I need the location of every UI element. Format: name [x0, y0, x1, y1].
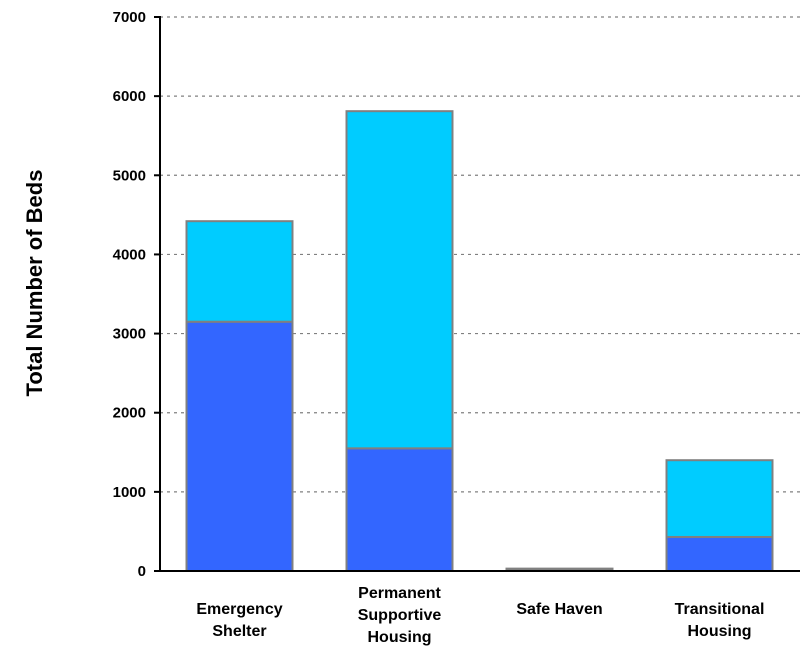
- y-tick-label: 5000: [113, 167, 146, 184]
- bar-segment: [665, 459, 774, 538]
- axes: [154, 16, 800, 572]
- y-tick-label: 4000: [113, 246, 146, 263]
- x-category-labels: Emergency Shelter Permanent Supportive Housi…: [196, 585, 764, 646]
- y-tick-label: 3000: [113, 326, 146, 343]
- bar-segment: [345, 110, 454, 450]
- y-tick-labels: 0 1000 2000 3000 4000 5000 6000 7000: [113, 9, 146, 580]
- bar-segment: [505, 567, 614, 571]
- x-category-label: Permanent Supportive Housing: [358, 585, 442, 646]
- bar-segment: [185, 320, 294, 573]
- x-category-label: Emergency Shelter: [196, 601, 282, 640]
- y-tick-label: 6000: [113, 88, 146, 105]
- y-tick-label: 1000: [113, 484, 146, 501]
- y-tick-label: 7000: [113, 9, 146, 26]
- y-tick-label: 0: [138, 563, 146, 580]
- bar-segment: [665, 535, 774, 572]
- y-axis-title: Total Number of Beds: [22, 170, 47, 397]
- bar-segment: [185, 220, 294, 323]
- bar-segment: [345, 447, 454, 573]
- x-category-label: Safe Haven: [516, 601, 602, 618]
- bars: [185, 110, 774, 573]
- y-tick-label: 2000: [113, 405, 146, 422]
- x-category-label: Transitional Housing: [675, 601, 765, 640]
